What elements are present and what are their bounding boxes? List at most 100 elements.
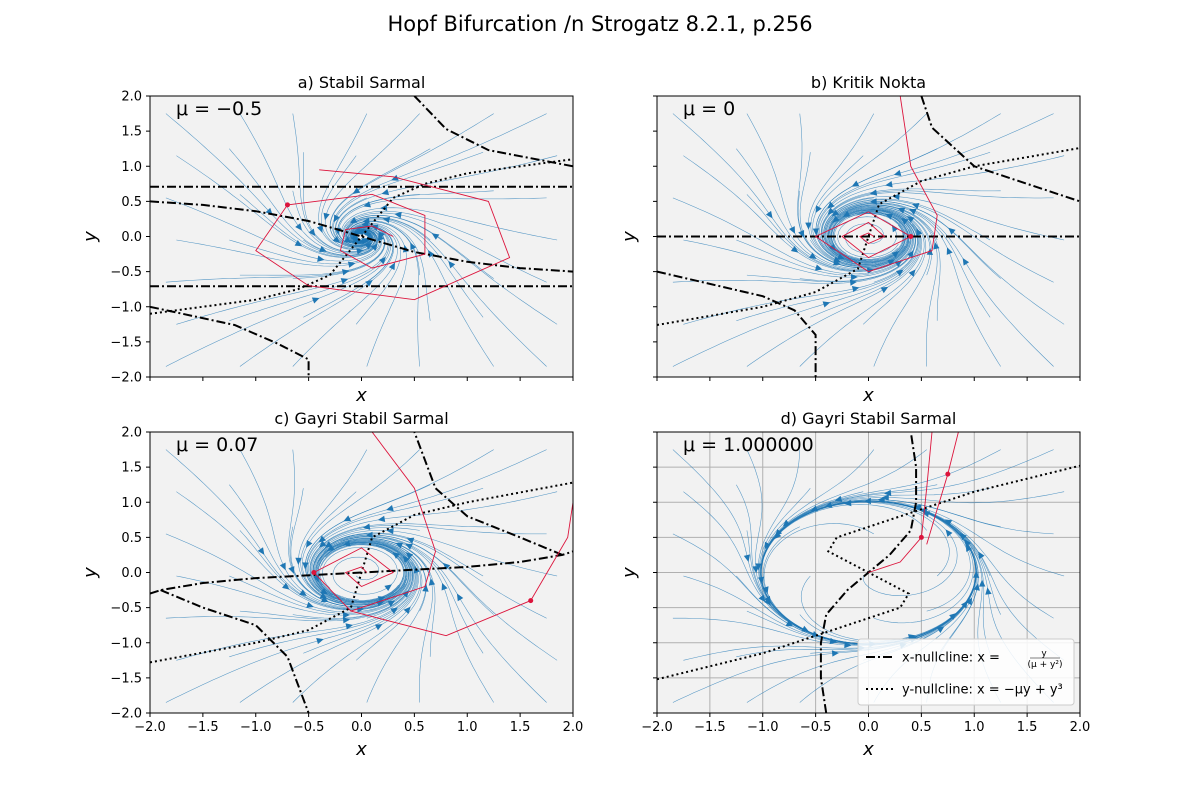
streamline-arrow <box>801 625 810 632</box>
trajectory-arrow <box>945 471 951 477</box>
figure-title: Hopf Bifurcation /n Strogatz 8.2.1, p.25… <box>387 12 812 36</box>
streamline-arrow <box>814 264 823 271</box>
streamline <box>772 500 1065 577</box>
streamline <box>817 151 991 265</box>
streamline-arrow <box>308 228 316 237</box>
streamline-arrow <box>785 620 794 627</box>
streamline <box>810 155 908 267</box>
y-tick-label: 0.0 <box>121 566 142 581</box>
y-tick-label: −1.5 <box>110 671 142 686</box>
streamline <box>310 527 420 603</box>
streamline-arrow <box>964 539 972 547</box>
streamline <box>306 449 547 592</box>
streamline-arrow <box>319 246 327 252</box>
streamline-arrow <box>916 228 923 236</box>
x-nullcline-line <box>150 305 310 377</box>
streamline-arrow <box>959 532 967 541</box>
y-tick-label: 0.5 <box>121 195 142 210</box>
streamline <box>823 196 1065 263</box>
streamline <box>176 491 410 611</box>
trajectory-arrow <box>528 598 534 604</box>
streamline-arrow <box>944 519 953 526</box>
streamline <box>239 540 419 703</box>
x-tick-label: 0.0 <box>858 720 879 735</box>
streamline-arrow <box>379 204 388 211</box>
streamline-arrow <box>340 278 349 285</box>
streamline-arrow <box>972 570 980 578</box>
streamline-arrow <box>352 187 361 194</box>
plot-area <box>150 96 573 377</box>
x-tick-label: −1.0 <box>240 720 272 735</box>
streamline-arrow <box>374 624 383 631</box>
x-tick-label: 0.5 <box>911 720 932 735</box>
y-nullcline-line <box>657 147 1080 326</box>
streamline-arrow <box>431 233 440 240</box>
x-axis-label: x <box>862 739 874 760</box>
x-nullcline-line <box>150 200 573 273</box>
trajectory-arrow <box>284 202 290 208</box>
y-axis-label: y <box>619 567 640 579</box>
streamline <box>824 199 1054 283</box>
y-axis-label: y <box>80 231 101 243</box>
streamline-arrow <box>406 537 415 544</box>
x-nullcline-line <box>657 270 817 377</box>
plot-contents <box>150 432 573 713</box>
mu-annotation: μ = −0.5 <box>176 98 262 120</box>
streamline-arrow <box>962 257 970 266</box>
streamline <box>335 155 558 247</box>
streamline-arrow <box>965 544 972 552</box>
y-axis-label: y <box>619 231 640 243</box>
streamline <box>317 541 415 619</box>
y-nullcline-line <box>150 481 573 664</box>
streamline <box>316 539 423 661</box>
streamline-arrow <box>402 555 410 563</box>
streamline-arrow <box>945 529 953 537</box>
streamline-arrow <box>965 597 973 606</box>
x-tick-label: 1.0 <box>964 720 985 735</box>
panel-d: −2.0 −1.5 −1.0 −0.5 0.0 0.5 1.0 1.5 2.0 x y d) Gayr… <box>619 409 1090 760</box>
panel-title: a) Stabil Sarmal <box>298 73 426 92</box>
x-tick-label: 1.5 <box>510 720 531 735</box>
streamline-arrow <box>948 227 956 235</box>
streamline-arrow <box>282 582 290 590</box>
y-tick-label: 1.0 <box>121 496 142 511</box>
streamline <box>341 207 558 245</box>
y-tick-label: 1.5 <box>121 461 142 476</box>
streamline-arrow <box>765 210 773 219</box>
streamline <box>229 542 411 614</box>
streamline <box>824 198 991 263</box>
streamline-arrow <box>832 215 840 223</box>
streamline-arrow <box>405 552 414 560</box>
streamline <box>309 525 547 604</box>
y-tick-label: 0.0 <box>121 230 142 245</box>
trajectory-arrow <box>918 534 924 540</box>
trajectory-line <box>313 432 436 612</box>
streamline <box>324 113 420 249</box>
streamline-arrow <box>893 169 902 176</box>
panel-title: c) Gayri Stabil Sarmal <box>274 409 448 428</box>
streamline <box>672 209 916 284</box>
streamline <box>292 542 413 619</box>
streamline <box>763 449 1054 557</box>
streamline-arrow <box>316 225 323 233</box>
streamline <box>808 113 909 267</box>
streamline-arrow <box>755 563 762 571</box>
x-tick-label: −2.0 <box>641 720 673 735</box>
x-tick-label: −1.5 <box>694 720 726 735</box>
streamline-arrow <box>885 181 893 188</box>
streamline <box>746 207 923 367</box>
streamline-arrow <box>877 496 885 504</box>
streamline-arrow <box>386 527 394 535</box>
streamline <box>229 484 409 609</box>
x-tick-label: 2.0 <box>1070 720 1091 735</box>
panel-a: −2.0 −1.5 −1.0 −0.5 0.0 0.5 1.0 1.5 2.0 x y a) Stab… <box>80 73 574 406</box>
streamline <box>229 541 416 658</box>
streamline-arrow <box>851 180 860 187</box>
streamline-arrow <box>317 255 325 262</box>
streamline <box>829 206 927 325</box>
y-tick-label: 1.5 <box>121 125 142 140</box>
x-tick-label: 0.5 <box>404 720 425 735</box>
panels: −2.0 −1.5 −1.0 −0.5 0.0 0.5 1.0 1.5 2.0 x y a) Stab… <box>80 73 1090 760</box>
streamline <box>825 201 1065 325</box>
